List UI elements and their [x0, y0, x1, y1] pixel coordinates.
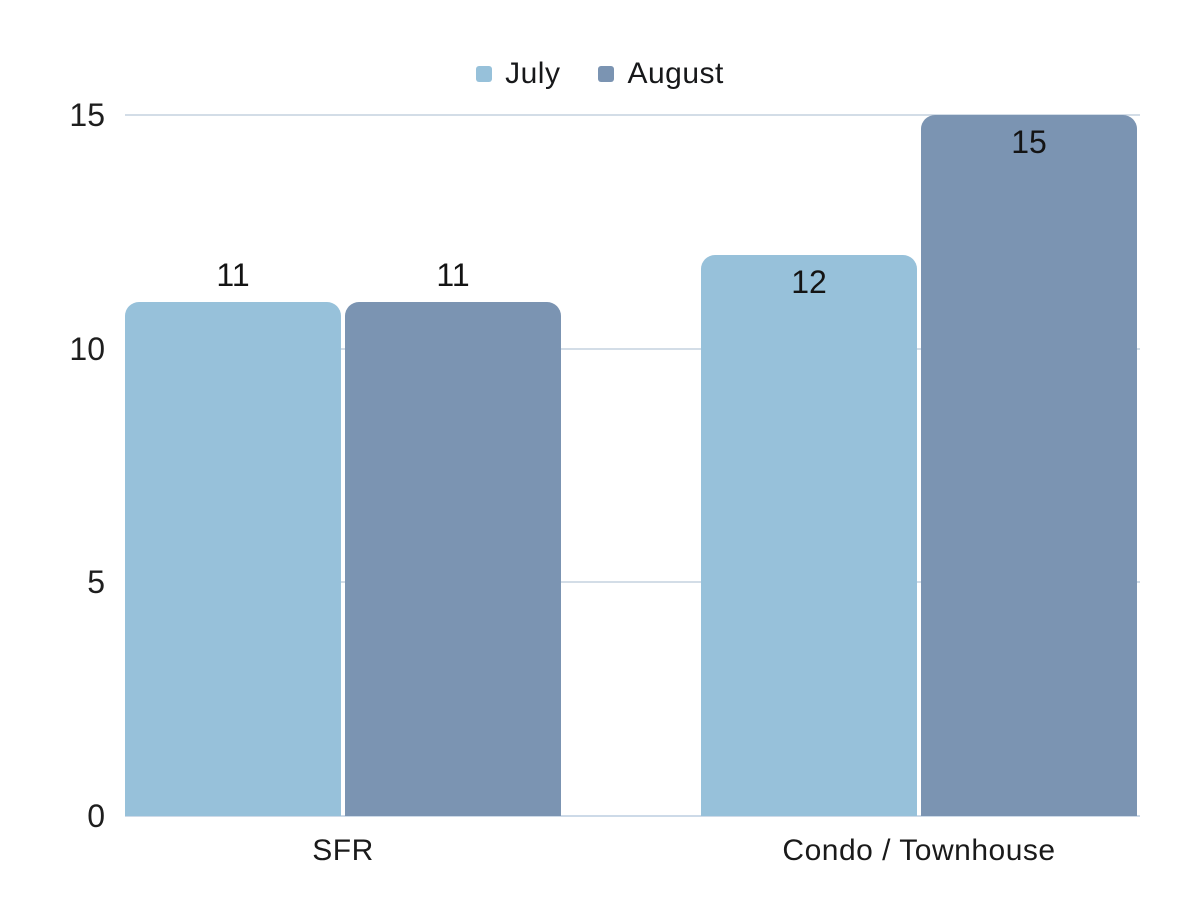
legend-item-august[interactable]: August — [598, 57, 723, 91]
gridline-10 — [125, 347, 1140, 350]
data-label: 11 — [216, 256, 250, 293]
legend-swatch-icon — [476, 66, 493, 82]
bar-july-condo-townhouse[interactable] — [701, 255, 917, 816]
gridline-5 — [125, 581, 1140, 584]
y-axis-tick-0: 0 — [87, 798, 105, 834]
legend-swatch-icon — [598, 66, 615, 82]
data-label: 11 — [436, 256, 470, 293]
chart-legend: July August — [0, 54, 1200, 94]
gridline-15 — [125, 114, 1140, 117]
y-axis-tick-10: 10 — [69, 330, 105, 367]
legend-label: August — [627, 57, 724, 90]
bar-july-sfr[interactable] — [125, 301, 341, 816]
x-axis-label-sfr: SFR — [312, 834, 374, 867]
legend-item-july[interactable]: July — [476, 57, 560, 91]
data-label: 15 — [1011, 124, 1047, 161]
bar-august-condo-townhouse[interactable] — [921, 115, 1137, 816]
bar-august-sfr[interactable] — [345, 301, 561, 816]
y-axis-tick-5: 5 — [87, 564, 105, 601]
y-axis-tick-15: 15 — [69, 97, 105, 134]
legend-label: July — [505, 57, 561, 90]
data-label: 12 — [791, 264, 827, 301]
axis-baseline — [125, 815, 1140, 817]
x-axis-label-condo-townhouse: Condo / Townhouse — [782, 834, 1056, 867]
